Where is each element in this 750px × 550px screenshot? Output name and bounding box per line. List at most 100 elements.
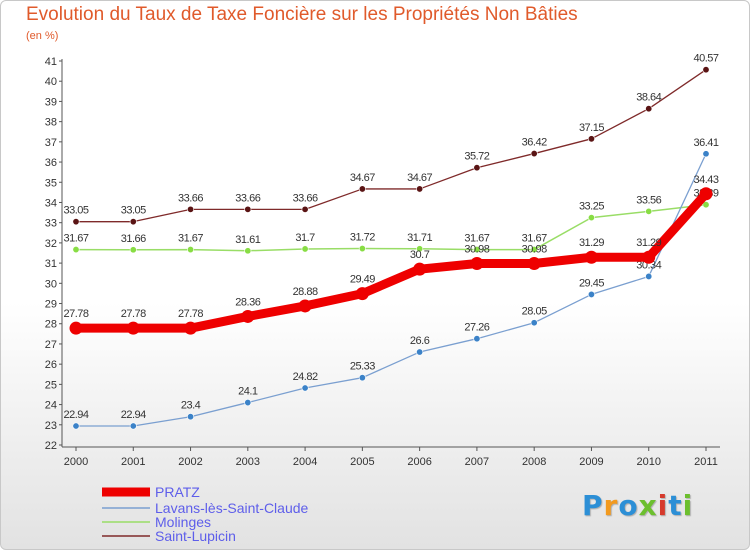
data-label-saint-lupicin: 34.67 [350,172,375,184]
x-tick-label: 2010 [636,456,660,468]
series-point-saint-lupicin [416,185,424,193]
y-tick-label: 33 [45,218,57,230]
y-tick-label: 23 [45,420,57,432]
series-point-molinges [301,245,309,253]
data-label-lavans-l-s-saint-claude: 36.41 [693,137,718,149]
data-label-saint-lupicin: 33.05 [63,205,88,217]
logo-letter: i [682,489,694,522]
series-point-pratz [298,299,312,313]
y-tick-label: 32 [45,238,57,250]
series-point-lavans-l-s-saint-claude [244,399,252,407]
series-point-lavans-l-s-saint-claude [301,384,309,392]
data-label-pratz: 30.98 [464,244,489,256]
series-point-pratz [584,250,598,264]
y-tick-label: 39 [45,96,57,108]
data-label-molinges: 33.25 [579,201,604,213]
logo-letter: i [657,489,669,522]
data-label-lavans-l-s-saint-claude: 28.05 [522,306,547,318]
series-point-lavans-l-s-saint-claude [187,413,195,421]
y-tick-label: 28 [45,319,57,331]
data-label-pratz: 28.36 [235,296,260,308]
data-label-molinges: 31.67 [63,233,88,245]
data-label-saint-lupicin: 33.66 [293,192,318,204]
series-point-molinges [645,207,653,215]
unit-label: (en %) [26,30,59,42]
x-tick-label: 2004 [293,456,317,468]
series-point-pratz [642,250,656,264]
legend-label-pratz: PRATZ [155,484,200,500]
x-tick-label: 2005 [350,456,374,468]
data-label-pratz: 31.29 [636,237,661,249]
data-label-lavans-l-s-saint-claude: 23.4 [181,400,201,412]
logo-letter: x [638,489,658,522]
series-point-molinges [72,246,80,254]
y-tick-label: 38 [45,117,57,129]
y-tick-label: 22 [45,440,57,452]
series-point-saint-lupicin [358,185,366,193]
series-point-saint-lupicin [702,66,710,74]
series-point-pratz [184,321,198,335]
y-tick-label: 34 [45,197,57,209]
data-label-lavans-l-s-saint-claude: 22.94 [63,409,88,421]
series-point-molinges [587,214,595,222]
logo-letter: P [582,489,604,522]
series-point-lavans-l-s-saint-claude [645,272,653,280]
series-point-saint-lupicin [187,205,195,213]
data-label-saint-lupicin: 33.66 [235,192,260,204]
series-point-lavans-l-s-saint-claude [129,422,137,430]
series-point-pratz [527,257,541,271]
series-point-molinges [187,246,195,254]
series-point-molinges [702,201,710,209]
data-label-saint-lupicin: 38.64 [636,92,661,104]
data-label-pratz: 27.78 [63,308,88,320]
logo-letter: r [603,489,619,522]
data-label-lavans-l-s-saint-claude: 24.82 [293,371,318,383]
data-label-molinges: 31.7 [295,232,315,244]
series-point-molinges [358,245,366,253]
series-point-pratz [699,187,713,201]
data-label-molinges: 31.67 [522,233,547,245]
x-tick-label: 2002 [178,456,202,468]
y-tick-label: 24 [45,400,57,412]
series-point-saint-lupicin [72,218,80,226]
series-point-lavans-l-s-saint-claude [72,422,80,430]
y-tick-label: 26 [45,359,57,371]
y-tick-label: 36 [45,157,57,169]
series-line-lavans-l-s-saint-claude [75,153,707,427]
data-label-lavans-l-s-saint-claude: 29.45 [579,277,604,289]
data-label-saint-lupicin: 33.05 [121,205,146,217]
data-label-saint-lupicin: 35.72 [464,151,489,163]
x-tick-label: 2006 [407,456,431,468]
data-label-molinges: 31.72 [350,232,375,244]
data-label-saint-lupicin: 40.57 [693,53,718,65]
series-point-pratz [470,257,484,271]
series-point-saint-lupicin [530,150,538,158]
data-label-molinges: 33.56 [636,194,661,206]
series-point-pratz [355,287,369,301]
x-tick-label: 2009 [579,456,603,468]
y-tick-label: 35 [45,177,57,189]
data-label-pratz: 30.7 [410,249,430,261]
y-tick-label: 40 [45,76,57,88]
data-label-pratz: 28.88 [293,286,318,298]
series-point-lavans-l-s-saint-claude [358,374,366,382]
series-point-molinges [530,246,538,254]
legend-label-molinges: Molinges [155,514,212,530]
data-label-pratz: 31.29 [579,237,604,249]
series-point-pratz [241,309,255,323]
series-point-molinges [129,246,137,254]
data-label-molinges: 31.67 [464,233,489,245]
y-tick-label: 30 [45,278,57,290]
y-tick-label: 31 [45,258,57,270]
data-label-lavans-l-s-saint-claude: 26.6 [410,335,430,347]
x-tick-label: 2008 [522,456,546,468]
data-label-pratz: 34.43 [693,174,718,186]
data-label-lavans-l-s-saint-claude: 22.94 [121,409,146,421]
x-tick-label: 2001 [121,456,145,468]
series-point-pratz [126,321,140,335]
data-label-pratz: 27.78 [121,308,146,320]
data-label-molinges: 31.67 [178,233,203,245]
series-point-saint-lupicin [301,205,309,213]
series-point-lavans-l-s-saint-claude [530,319,538,327]
series-point-lavans-l-s-saint-claude [416,348,424,356]
